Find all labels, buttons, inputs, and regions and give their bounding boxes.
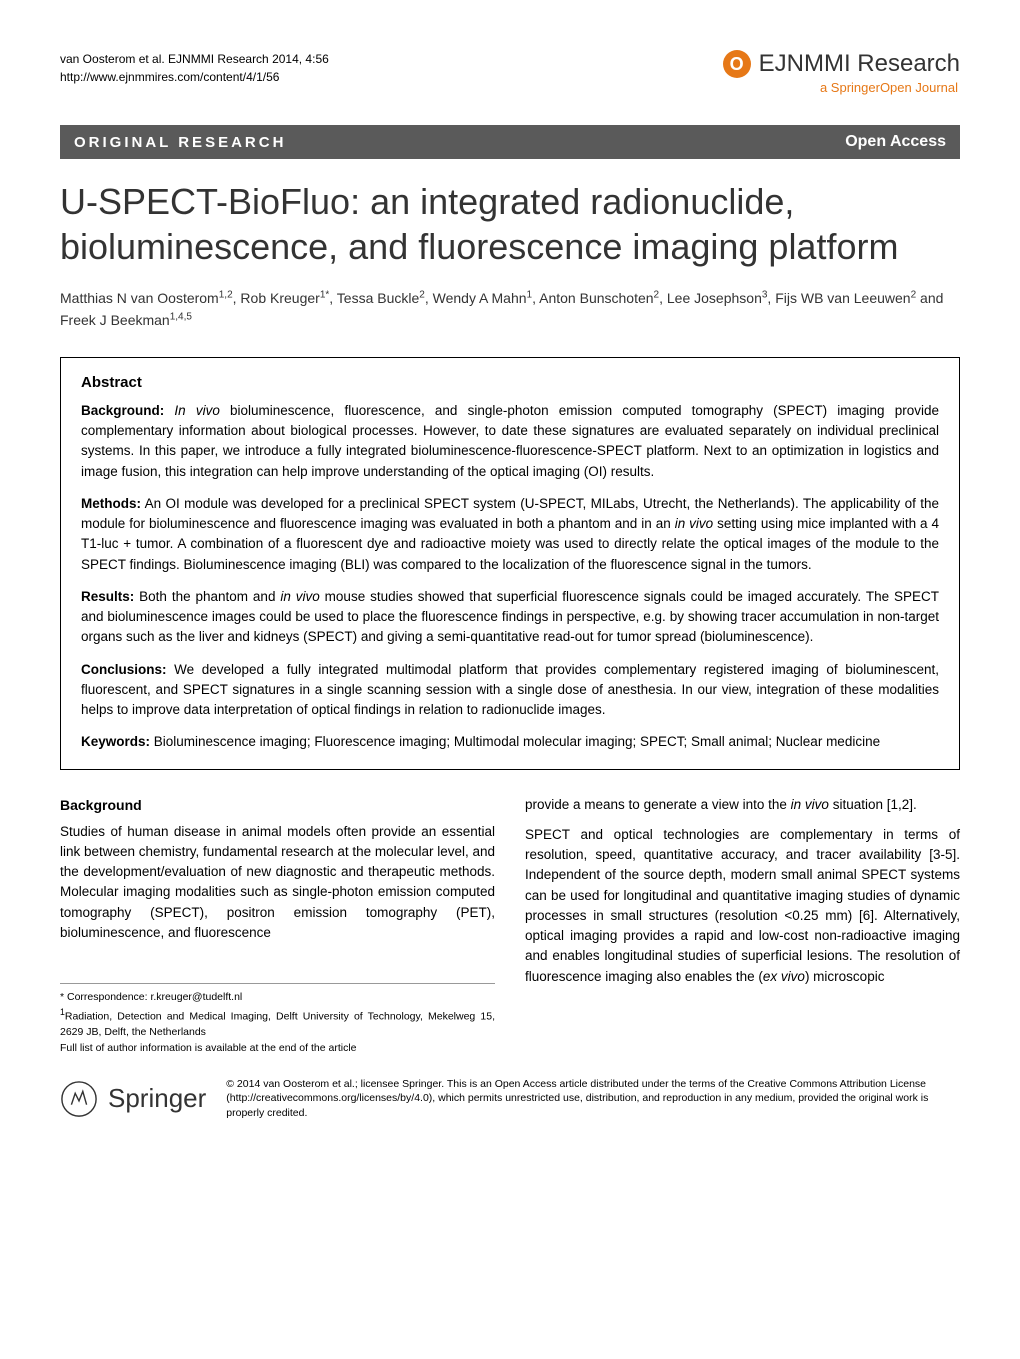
- author-2: Rob Kreuger: [240, 290, 319, 306]
- author-5: Anton Bunschoten: [539, 290, 653, 306]
- journal-tagline: a SpringerOpen Journal: [723, 80, 958, 95]
- abstract-results: Results: Both the phantom and in vivo mo…: [81, 587, 939, 648]
- journal-logo: O EJNMMI Research a SpringerOpen Journal: [723, 50, 960, 95]
- author-4-aff: 1: [527, 289, 533, 300]
- author-7: Fijs WB van Leeuwen: [775, 290, 910, 306]
- affiliation-1: 1Radiation, Detection and Medical Imagin…: [60, 1006, 495, 1041]
- open-access-label: Open Access: [845, 133, 946, 151]
- background-p1: Studies of human disease in animal model…: [60, 822, 495, 944]
- abstract-box: Abstract Background: In vivo bioluminesc…: [60, 357, 960, 770]
- abstract-results-italic: in vivo: [280, 589, 319, 604]
- springer-horse-icon: [60, 1080, 98, 1118]
- column-right: provide a means to generate a view into …: [525, 795, 960, 1057]
- abstract-conclusions-text: We developed a fully integrated multimod…: [81, 662, 939, 718]
- author-6: Lee Josephson: [667, 290, 762, 306]
- column-left: Background Studies of human disease in a…: [60, 795, 495, 1057]
- abstract-results-label: Results:: [81, 589, 134, 604]
- abstract-keywords-text: Bioluminescence imaging; Fluorescence im…: [150, 734, 880, 749]
- author-6-aff: 3: [762, 289, 768, 300]
- page-container: van Oosterom et al. EJNMMI Research 2014…: [0, 0, 1020, 1171]
- author-2-aff: 1*: [320, 289, 329, 300]
- header-row: van Oosterom et al. EJNMMI Research 2014…: [60, 50, 960, 95]
- affil-1-text: Radiation, Detection and Medical Imaging…: [60, 1010, 495, 1038]
- footnotes-block: * Correspondence: r.kreuger@tudelft.nl 1…: [60, 983, 495, 1057]
- author-3: Tessa Buckle: [337, 290, 419, 306]
- article-type-label: ORIGINAL RESEARCH: [74, 134, 286, 151]
- background-heading: Background: [60, 795, 495, 816]
- abstract-background: Background: In vivo bioluminescence, flu…: [81, 401, 939, 482]
- author-3-aff: 2: [419, 289, 425, 300]
- journal-name: EJNMMI Research: [759, 50, 960, 78]
- background-p3: SPECT and optical technologies are compl…: [525, 825, 960, 987]
- author-5-aff: 2: [654, 289, 660, 300]
- journal-logo-row: O EJNMMI Research: [723, 50, 960, 78]
- correspondence-line: * Correspondence: r.kreuger@tudelft.nl: [60, 990, 495, 1006]
- abstract-conclusions: Conclusions: We developed a fully integr…: [81, 660, 939, 721]
- abstract-keywords-label: Keywords:: [81, 734, 150, 749]
- abstract-methods-label: Methods:: [81, 496, 141, 511]
- publisher-name: Springer: [108, 1083, 206, 1114]
- author-1: Matthias N van Oosterom: [60, 290, 219, 306]
- license-text: © 2014 van Oosterom et al.; licensee Spr…: [226, 1077, 960, 1121]
- background-p2: provide a means to generate a view into …: [525, 795, 960, 815]
- abstract-conclusions-label: Conclusions:: [81, 662, 167, 677]
- citation-line-1: van Oosterom et al. EJNMMI Research 2014…: [60, 50, 329, 68]
- author-4: Wendy A Mahn: [433, 290, 527, 306]
- abstract-methods: Methods: An OI module was developed for …: [81, 494, 939, 575]
- abstract-heading: Abstract: [81, 374, 939, 391]
- article-type-bar: ORIGINAL RESEARCH Open Access: [60, 125, 960, 159]
- citation-url[interactable]: http://www.ejnmmires.com/content/4/1/56: [60, 68, 329, 86]
- footer-row: Springer © 2014 van Oosterom et al.; lic…: [60, 1077, 960, 1121]
- journal-logo-icon: O: [723, 50, 751, 78]
- abstract-methods-italic: in vivo: [675, 516, 713, 531]
- author-1-aff: 1,2: [219, 289, 233, 300]
- abstract-bg-italic: In vivo: [174, 403, 219, 418]
- publisher-logo: Springer: [60, 1080, 206, 1118]
- citation-block: van Oosterom et al. EJNMMI Research 2014…: [60, 50, 329, 86]
- authors-line: Matthias N van Oosterom1,2, Rob Kreuger1…: [60, 287, 960, 332]
- p2-italic: in vivo: [791, 797, 829, 812]
- full-list-note: Full list of author information is avail…: [60, 1041, 495, 1057]
- author-7-aff: 2: [911, 289, 917, 300]
- abstract-results-text1: Both the phantom and: [134, 589, 280, 604]
- body-columns: Background Studies of human disease in a…: [60, 795, 960, 1057]
- article-title: U-SPECT-BioFluo: an integrated radionucl…: [60, 179, 960, 269]
- author-8-aff: 1,4,5: [170, 312, 192, 323]
- abstract-background-label: Background:: [81, 403, 164, 418]
- abstract-keywords: Keywords: Bioluminescence imaging; Fluor…: [81, 732, 939, 752]
- p3-italic: ex vivo: [763, 969, 805, 984]
- author-8: Freek J Beekman: [60, 312, 170, 328]
